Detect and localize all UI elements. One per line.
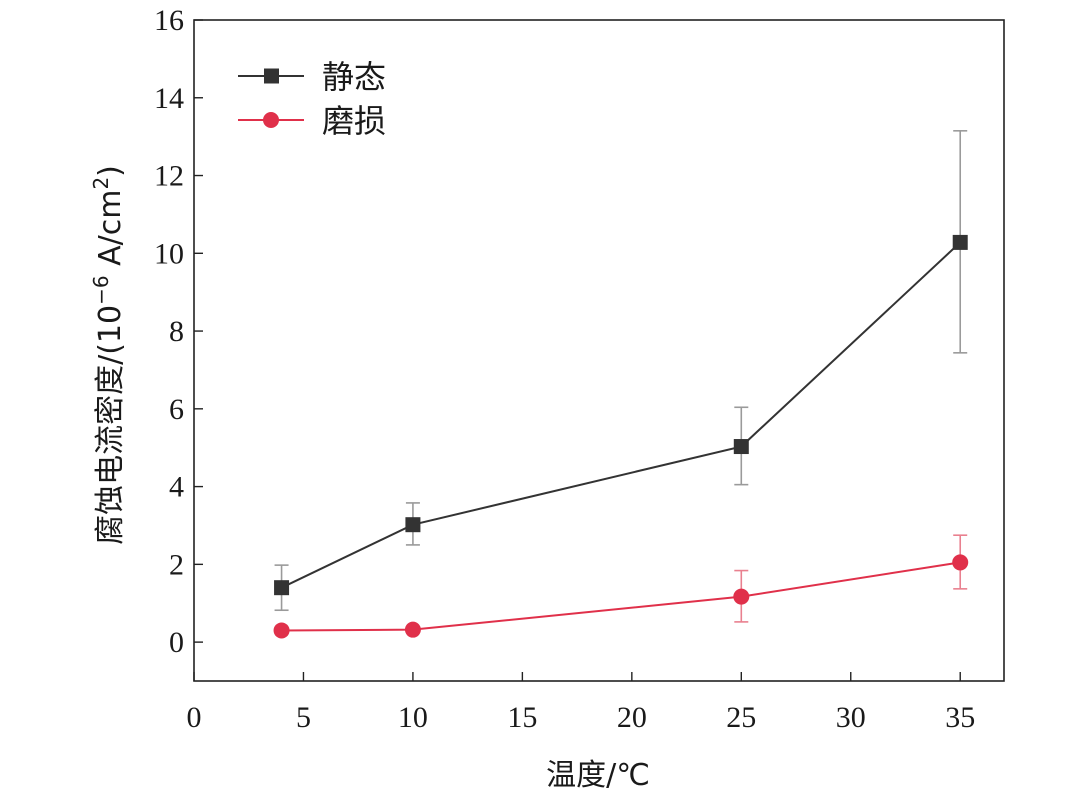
axis-ticks: 0 5 10 15 20 25 30 35 0 2 4 6 8 10 12 14 16 <box>154 4 975 734</box>
x-tick-label: 5 <box>296 701 311 734</box>
legend-label: 磨损 <box>322 102 386 140</box>
y-tick-label: 0 <box>169 626 184 659</box>
plot-border <box>193 19 1005 682</box>
y-tick-label: 14 <box>154 82 184 115</box>
x-tick-label: 0 <box>187 701 202 734</box>
data-point-circle <box>733 588 750 605</box>
series-line-1 <box>281 241 961 589</box>
y-tick-label: 6 <box>169 393 184 426</box>
y-tick-label: 10 <box>154 237 184 270</box>
x-tick-label: 30 <box>836 701 866 734</box>
legend-marker-square <box>264 68 279 84</box>
data-point-circle <box>404 621 421 638</box>
x-tick-label: 35 <box>945 701 975 734</box>
x-tick-label: 10 <box>398 701 428 734</box>
x-axis-title: 温度/℃ <box>546 758 650 793</box>
y-tick-label: 12 <box>154 160 184 193</box>
data-point-circle <box>952 554 969 571</box>
y-axis-title: 腐蚀电流密度/(10−6 A/cm2) <box>89 165 128 545</box>
data-point-square <box>274 580 290 596</box>
series-line-2 <box>281 561 961 632</box>
error-bars <box>274 130 968 623</box>
data-point-square <box>405 517 421 533</box>
y-tick-label: 16 <box>154 4 184 37</box>
x-tick-label: 25 <box>726 701 756 734</box>
x-tick-label: 15 <box>507 701 537 734</box>
data-point-square <box>733 439 749 455</box>
plot-frame <box>193 19 1005 682</box>
legend-label: 静态 <box>322 58 386 96</box>
data-point-circle <box>273 622 290 639</box>
x-tick-label: 20 <box>617 701 647 734</box>
y-tick-label: 2 <box>169 548 184 581</box>
series-lines <box>281 241 961 632</box>
y-tick-label: 4 <box>169 471 184 504</box>
data-point-square <box>952 234 968 250</box>
y-tick-label: 8 <box>169 315 184 348</box>
legend-marker-circle <box>263 112 279 128</box>
series-markers <box>273 234 969 639</box>
